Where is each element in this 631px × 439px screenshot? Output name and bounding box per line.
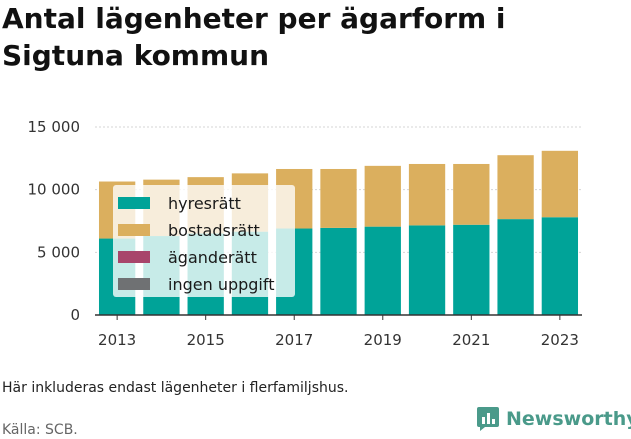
y-tick-label: 15 000: [28, 118, 81, 136]
bar-2018-bostadsrätt: [320, 168, 357, 228]
legend-swatch-hyresrätt: [118, 197, 150, 209]
bar-2020-bostadsrätt: [408, 163, 446, 226]
x-tick-label: 2021: [452, 331, 490, 349]
chart-title: Antal lägenheter per ägarform i Sigtuna …: [2, 2, 506, 72]
y-tick-label: 5 000: [37, 243, 80, 261]
legend-swatch-bostadsrätt: [118, 224, 150, 236]
stacked-bar-chart: 0 5 000 10 000 15 000 2013 2015 2017 2019 2021 20…: [28, 118, 582, 349]
brand-name: Newsworthy: [506, 408, 631, 430]
x-tick-label: 2023: [541, 331, 579, 349]
bar-2023-bostadsrätt: [541, 150, 579, 218]
chart-source: Källa: SCB.: [2, 422, 78, 438]
x-tick-label: 2019: [364, 331, 402, 349]
x-tick-label: 2013: [98, 331, 136, 349]
bar-2021-bostadsrätt: [453, 163, 490, 225]
bar-2019-hyresrätt: [364, 226, 401, 315]
bar-2022-bostadsrätt: [497, 155, 534, 220]
bar-2020-hyresrätt: [408, 225, 446, 315]
legend-swatch-äganderätt: [118, 251, 150, 263]
bar-2023-hyresrätt: [541, 217, 579, 315]
y-tick-label: 10 000: [28, 181, 81, 199]
bar-2019-bostadsrätt: [364, 165, 401, 227]
legend-swatch-ingen uppgift: [118, 278, 150, 290]
x-tick-label: 2017: [275, 331, 313, 349]
chart-area: 0 5 000 10 000 15 000 2013 2015 2017 2019 2021 20…: [0, 100, 631, 360]
legend-label: ingen uppgift: [168, 275, 275, 294]
legend-box: [113, 185, 295, 297]
y-tick-label: 0: [70, 306, 80, 324]
newsworthy-logo-icon: [477, 407, 499, 431]
chart-note: Här inkluderas endast lägenheter i flerf…: [2, 380, 349, 396]
bar-2018-hyresrätt: [320, 227, 357, 315]
bar-2022-hyresrätt: [497, 219, 534, 315]
bar-2021-hyresrätt: [453, 224, 490, 315]
legend-label: bostadsrätt: [168, 221, 260, 240]
legend-label: äganderätt: [168, 248, 257, 267]
brand-logo[interactable]: Newsworthy: [476, 406, 631, 432]
legend-label: hyresrätt: [168, 194, 241, 213]
x-tick-label: 2015: [187, 331, 225, 349]
